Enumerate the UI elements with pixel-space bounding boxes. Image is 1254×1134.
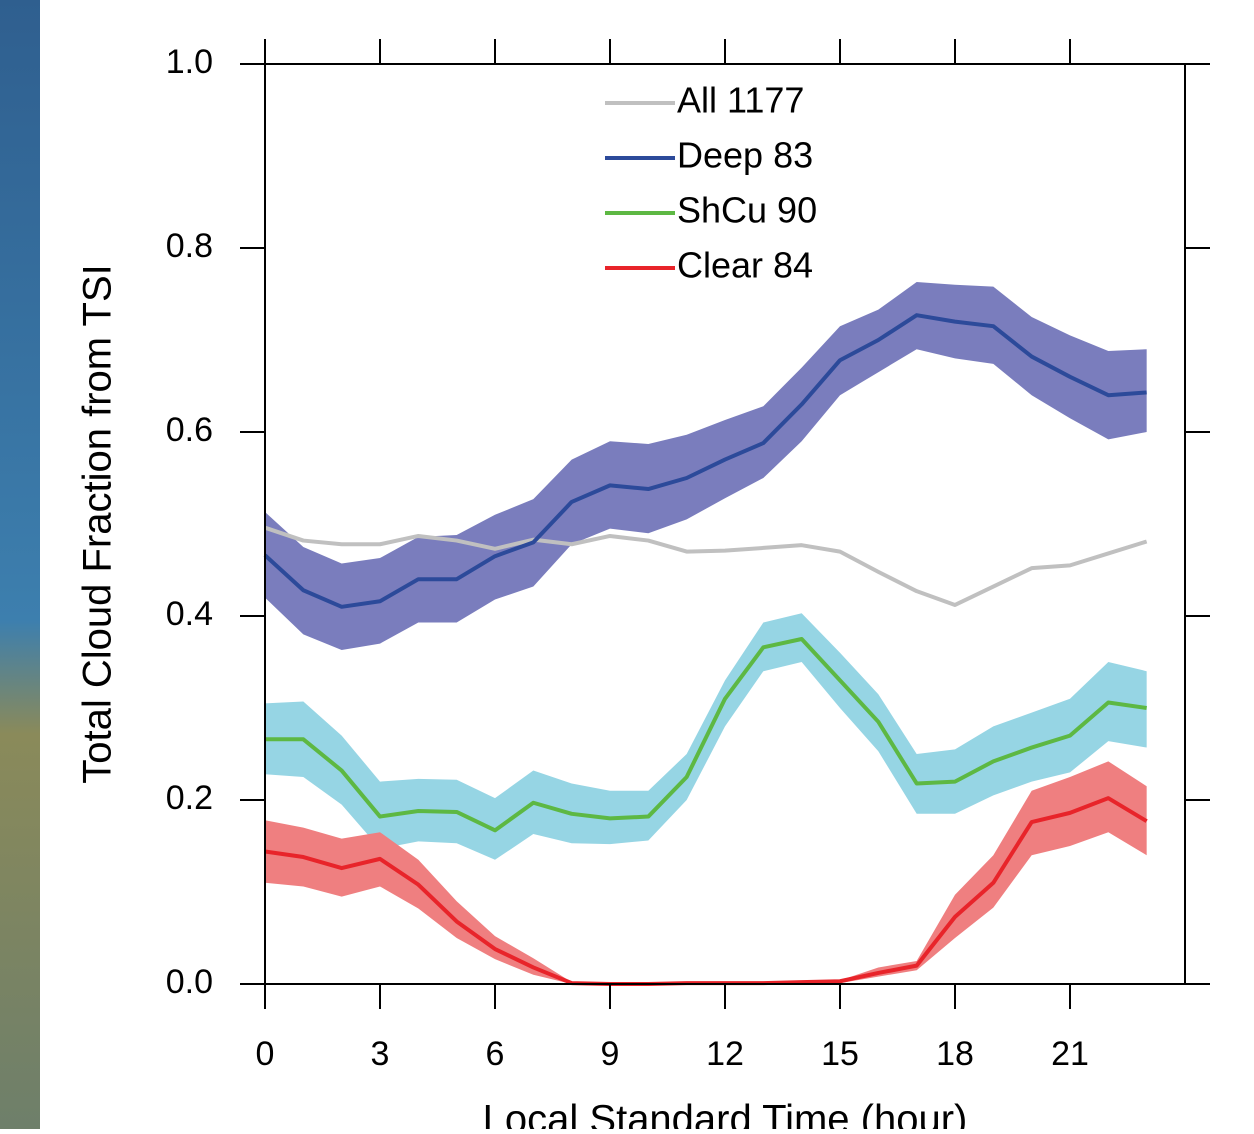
series-line [264, 525, 1148, 607]
x-axis-label: Local Standard Time (hour) [483, 1098, 968, 1129]
y-axis-label: Total Cloud Fraction from TSI [76, 264, 120, 783]
background-strip [0, 0, 40, 1129]
legend-label: Deep 83 [677, 135, 813, 176]
x-tick-label: 15 [821, 1035, 859, 1073]
y-tick-label: 0.2 [166, 779, 213, 817]
legend-label: Clear 84 [677, 245, 813, 286]
legend-label: All 1177 [677, 80, 804, 121]
y-tick-label: 1.0 [166, 43, 213, 81]
x-tick-label: 6 [486, 1035, 505, 1073]
x-tick-label: 21 [1051, 1035, 1089, 1073]
y-tick-label: 0.8 [166, 227, 213, 265]
x-tick-label: 18 [936, 1035, 974, 1073]
x-tick-label: 0 [256, 1035, 275, 1073]
error-band [265, 761, 1147, 984]
y-tick-label: 0.4 [166, 595, 213, 633]
error-band [265, 282, 1147, 651]
x-tick-label: 3 [371, 1035, 390, 1073]
legend-label: ShCu 90 [677, 190, 817, 231]
y-tick-label: 0.0 [166, 963, 213, 1001]
x-tick-label: 12 [706, 1035, 744, 1073]
y-tick-label: 0.6 [166, 411, 213, 449]
series-line [265, 637, 1147, 833]
plot-area: 0.0 0.2 0.4 0.6 0.8 1.0 0 3 6 9 12 15 18 21 All 1177 De… [166, 39, 1210, 1073]
series-line [263, 313, 1147, 609]
x-tick-label: 9 [601, 1035, 620, 1073]
